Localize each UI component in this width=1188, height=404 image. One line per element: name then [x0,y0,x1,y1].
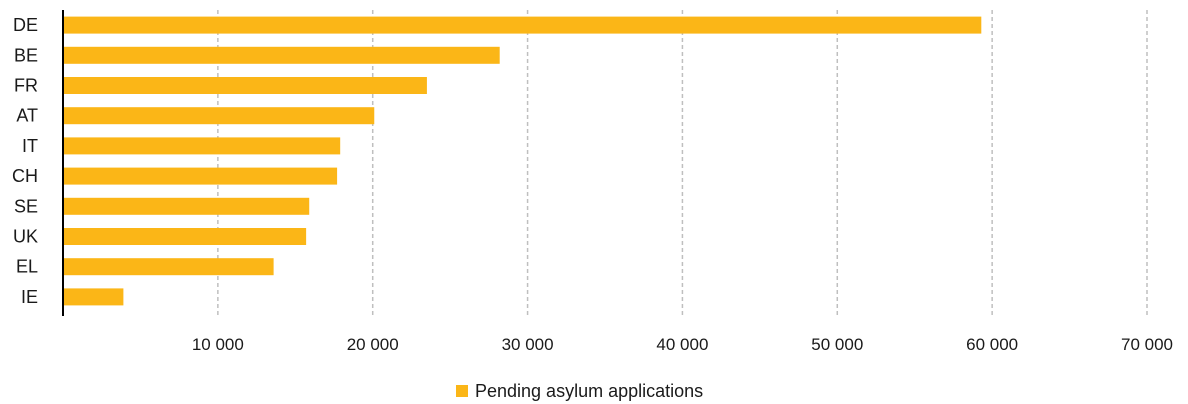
category-label: DE [13,15,38,35]
bar [63,137,341,155]
category-label: SE [14,196,38,216]
bar [63,288,124,306]
x-tick-label: 30 000 [502,335,554,354]
category-label: FR [14,76,38,96]
x-tick-label: 20 000 [347,335,399,354]
bar [63,77,427,94]
x-tick-label: 50 000 [811,335,863,354]
category-label: IE [21,287,38,307]
category-label: IT [22,136,38,156]
bar [63,258,274,276]
bars [63,16,982,306]
x-tick-label: 40 000 [656,335,708,354]
category-label: BE [14,45,38,65]
bar [63,197,310,215]
legend-label: Pending asylum applications [475,381,703,401]
bar [63,107,375,125]
category-labels: DE BE FR AT IT CH SE UK EL IE [12,15,38,307]
x-axis-tick-labels: 10 000 20 000 30 000 40 000 50 000 60 000 70 0… [192,335,1173,354]
bar [63,16,982,34]
category-label: UK [13,227,38,247]
bar [63,228,307,245]
legend: Pending asylum applications [456,381,703,401]
bar [63,46,500,64]
category-label: AT [16,106,38,126]
legend-swatch [456,385,468,397]
category-label: CH [12,166,38,186]
x-tick-label: 70 000 [1121,335,1173,354]
x-tick-label: 60 000 [966,335,1018,354]
category-label: EL [16,257,38,277]
x-tick-label: 10 000 [192,335,244,354]
bar [63,167,338,185]
